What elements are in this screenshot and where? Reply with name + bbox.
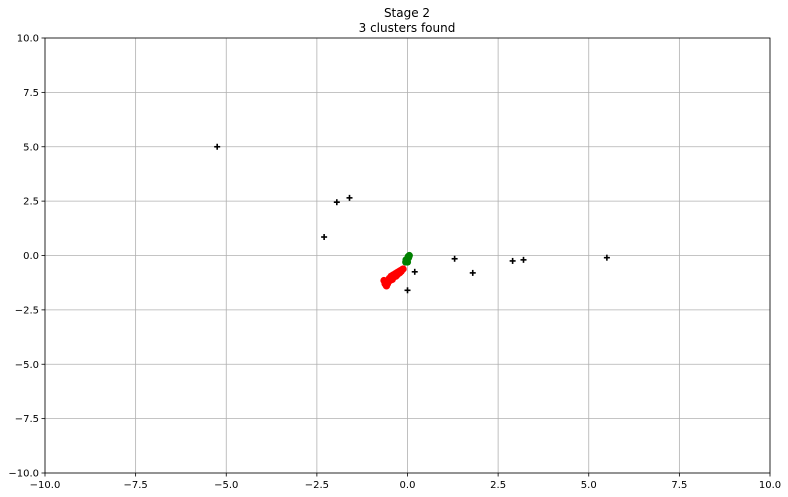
plot-frame [44,37,771,474]
chart-title: Stage 2 [384,6,430,20]
y-tick-label: 10.0 [17,34,39,45]
data-point [346,194,353,201]
x-tick-label: −10.0 [30,480,61,491]
y-axis: 10.0 7.5 5.0 2.5 0.0 −2.5 −5.0 −7.5 −10.0 [8,34,45,480]
y-tick-label: 5.0 [23,142,39,153]
data-point [509,257,516,264]
data-point [333,199,340,206]
data-point [214,143,221,150]
chart-subtitle: 3 clusters found [359,21,456,35]
data-point [396,268,404,276]
x-tick-label: −5.0 [214,480,238,491]
data-points [214,143,610,294]
y-tick-label: −5.0 [15,360,39,371]
data-point [520,256,527,263]
data-point [411,268,418,275]
data-point [469,269,476,276]
y-tick-label: −2.5 [15,305,39,316]
data-point [451,255,458,262]
x-axis: −10.0 −7.5 −5.0 −2.5 0.0 2.5 5.0 7.5 10.0 [30,473,781,491]
y-tick-label: 2.5 [23,197,39,208]
data-point [404,287,411,294]
x-tick-label: 10.0 [759,480,781,491]
y-tick-label: −10.0 [8,469,39,480]
x-tick-label: −7.5 [123,480,147,491]
x-tick-label: 5.0 [581,480,597,491]
y-tick-label: 7.5 [23,88,39,99]
x-tick-label: −2.5 [305,480,329,491]
data-point [385,276,393,285]
data-point [321,234,328,241]
y-tick-label: −7.5 [15,414,39,425]
x-tick-label: 0.0 [400,480,416,491]
data-point [603,254,610,261]
data-point [404,254,413,262]
y-tick-label: 0.0 [23,251,39,262]
x-tick-label: 2.5 [490,480,506,491]
x-tick-label: 7.5 [671,480,687,491]
